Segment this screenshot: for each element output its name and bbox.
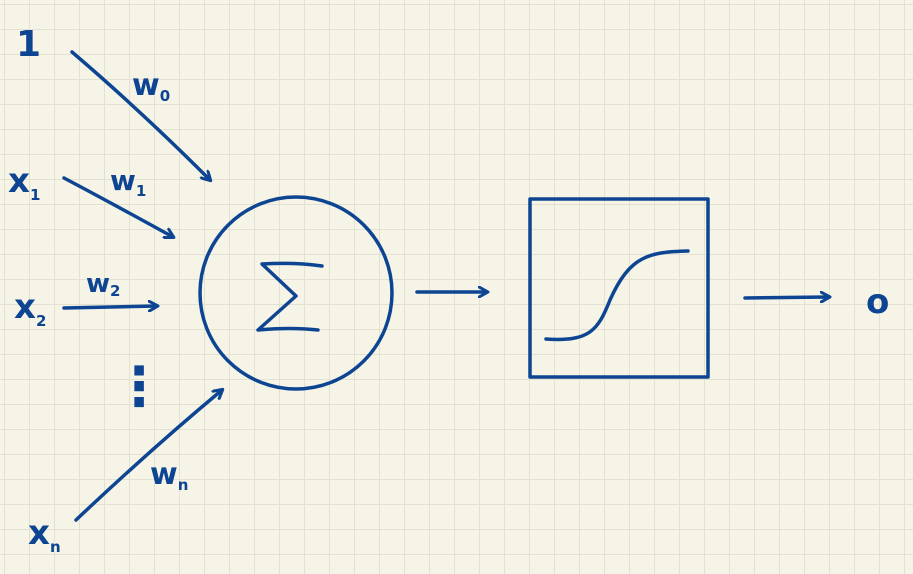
weight-wn-label: wn — [150, 457, 188, 494]
sigmoid-curve — [544, 249, 690, 342]
weight-w1-label: w1 — [110, 164, 146, 200]
input-x2-label: x2 — [14, 287, 46, 330]
input-bias-label: 1 — [16, 24, 41, 65]
arrow-w1 — [62, 176, 173, 237]
summation-node — [198, 195, 394, 391]
weight-w0-label: w0 — [132, 68, 170, 105]
arrow-w2 — [62, 306, 157, 308]
summation-symbol: Σ — [256, 261, 324, 332]
weight-w2-label: w2 — [86, 269, 120, 300]
input-x1-label: x1 — [8, 161, 40, 204]
activation-function-box — [528, 197, 710, 379]
arrow-w0 — [70, 50, 210, 180]
input-xn-label: xn — [28, 513, 61, 556]
arrow-wn — [74, 390, 222, 522]
arrow-to-output — [743, 297, 829, 298]
inputs-ellipsis: ⋮ — [112, 355, 166, 418]
output-label: o — [866, 282, 889, 322]
